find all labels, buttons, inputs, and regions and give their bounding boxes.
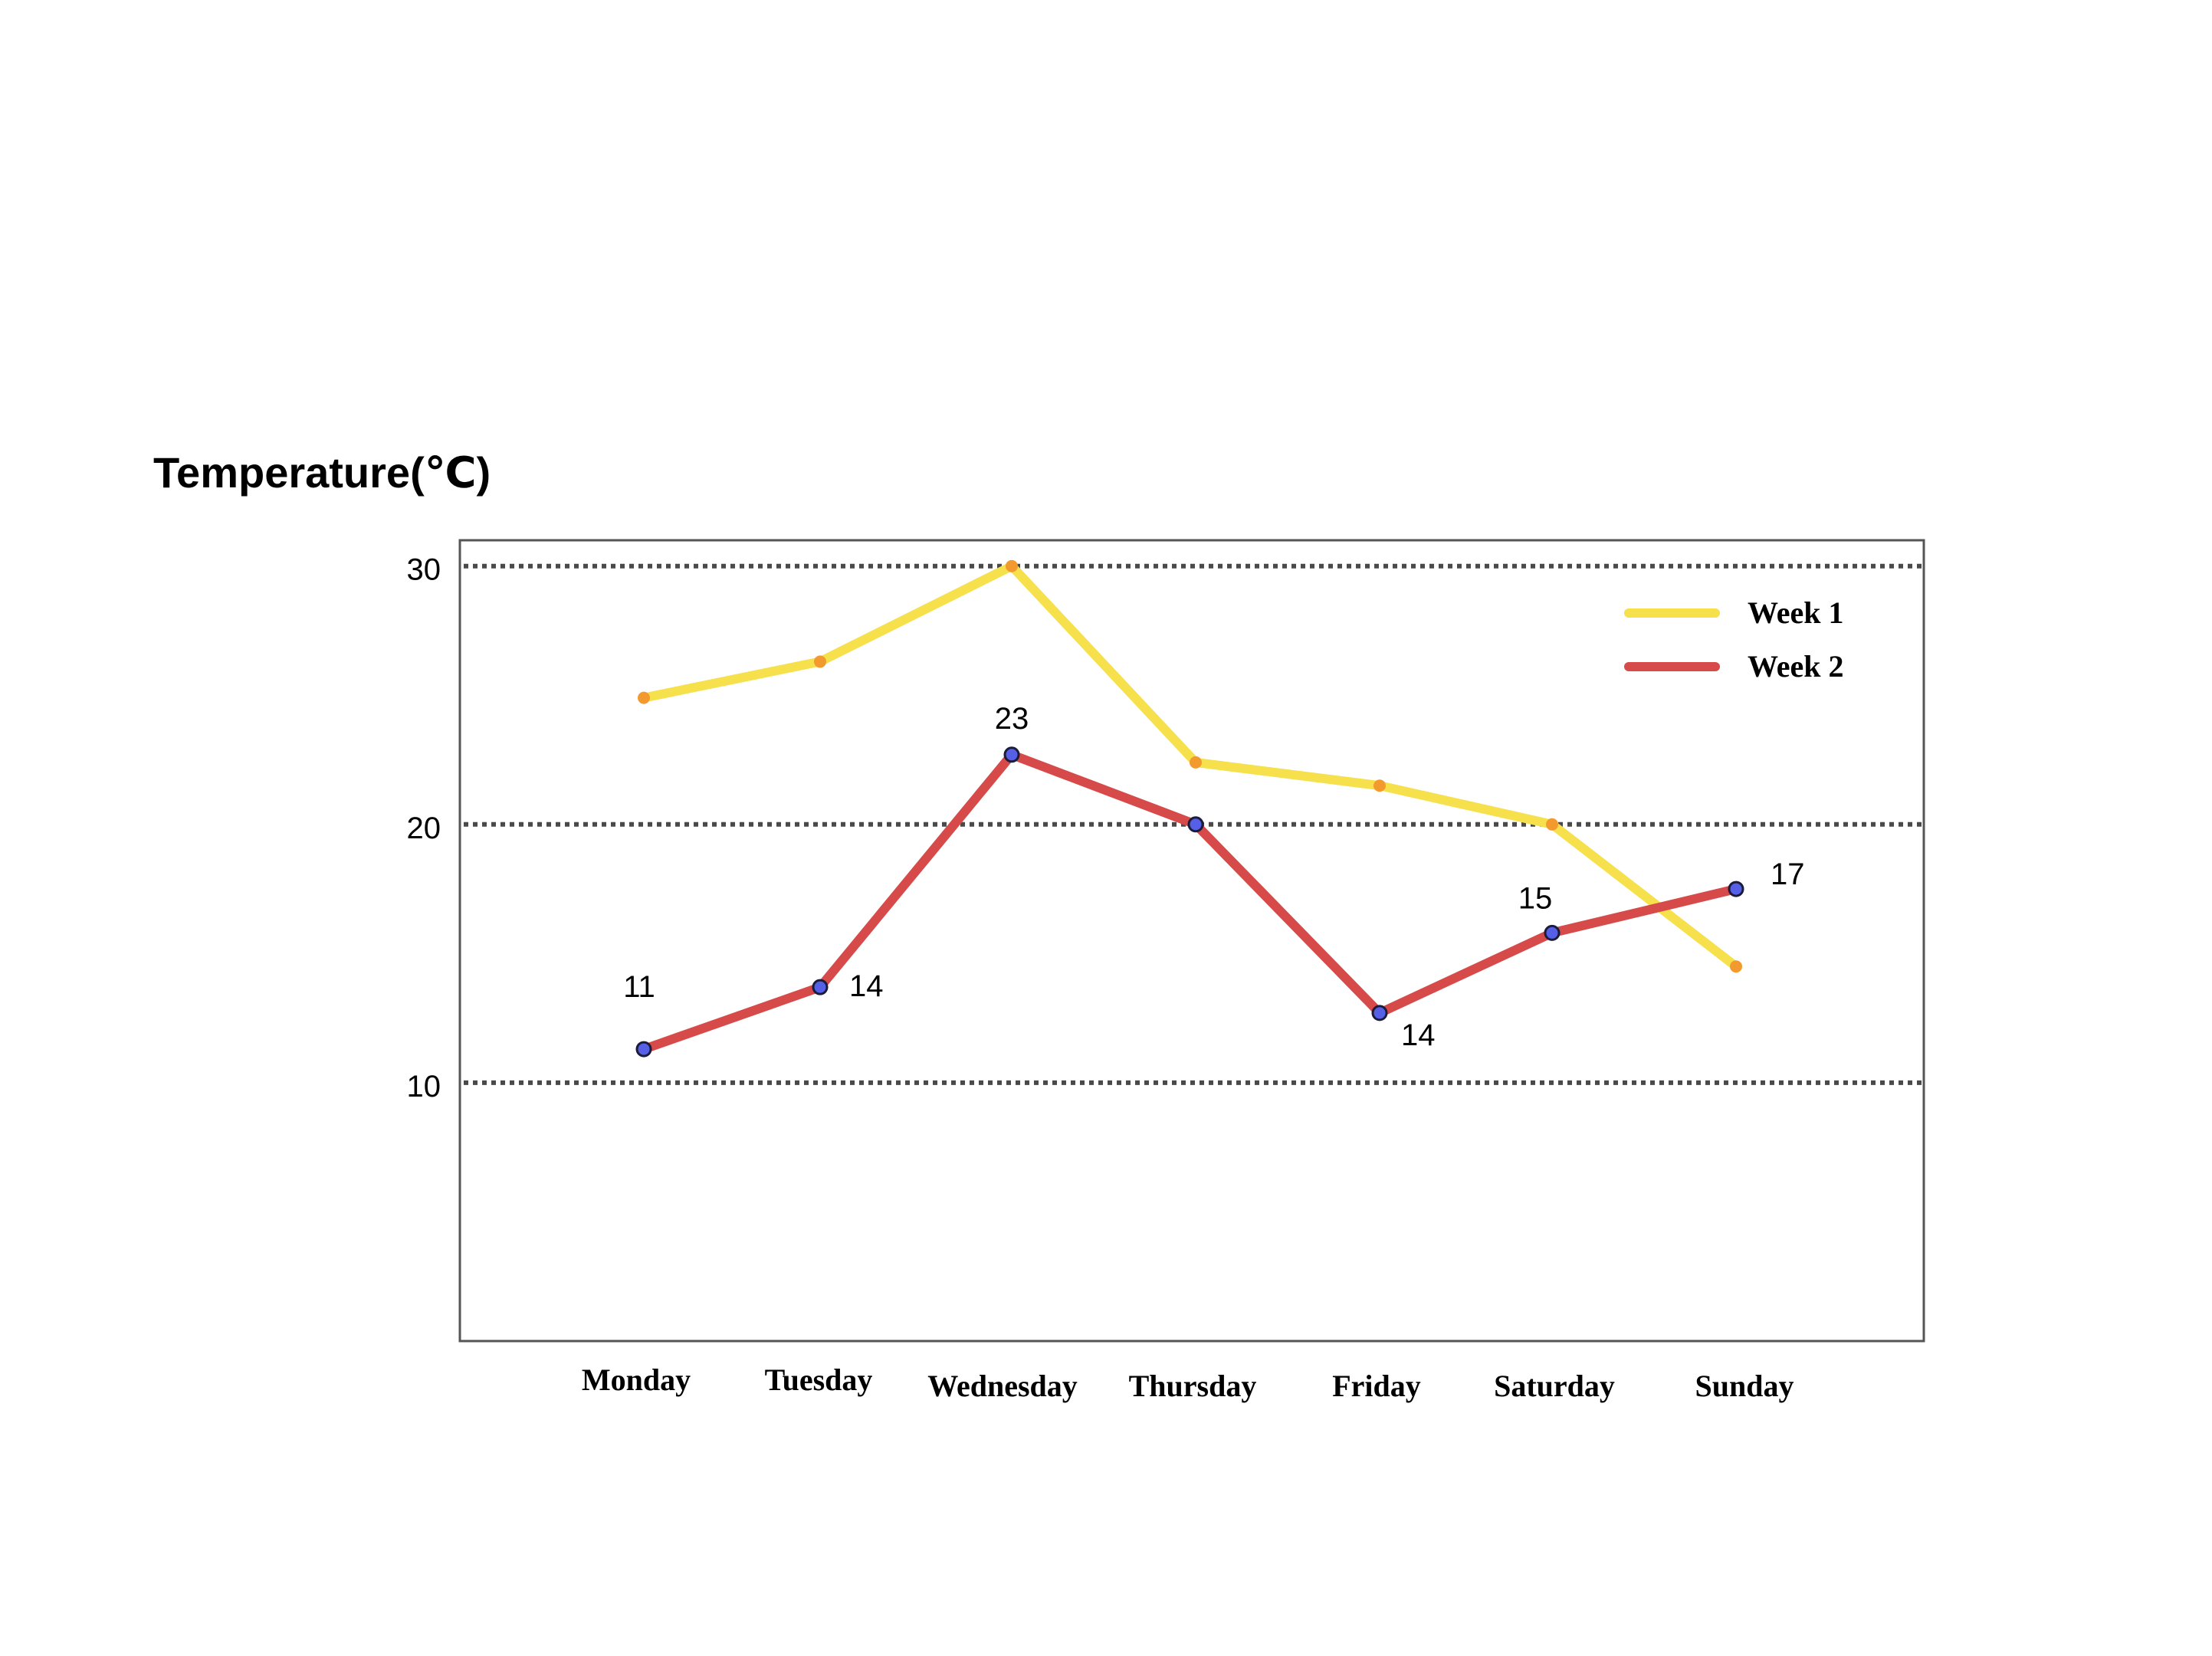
y-axis-ticks: 10 20 30 (407, 553, 441, 1103)
x-tick-label-thursday: Thursday (1129, 1369, 1257, 1403)
series-line-week-1 (639, 561, 1741, 972)
data-label-monday: 11 (623, 970, 655, 1004)
series-line-week-2 (639, 749, 1741, 1054)
data-point-week-1-sunday (1730, 960, 1742, 973)
x-tick-label-monday: Monday (582, 1363, 691, 1397)
legend-label-week-1: Week 1 (1748, 595, 1844, 630)
y-tick-label-20: 20 (407, 812, 441, 845)
x-tick-label-tuesday: Tuesday (765, 1363, 873, 1397)
data-label-sunday: 17 (1771, 858, 1805, 891)
x-tick-label-sunday: Sunday (1695, 1369, 1794, 1403)
data-label-friday: 14 (1401, 1018, 1436, 1052)
data-point-week-1-tuesday (814, 655, 826, 668)
legend: Week 1 Week 2 (1624, 595, 1844, 684)
data-point-week-2-monday (635, 1041, 652, 1058)
x-tick-label-friday: Friday (1332, 1369, 1421, 1403)
y-tick-label-30: 30 (407, 553, 441, 587)
legend-label-week-2: Week 2 (1748, 649, 1844, 684)
data-point-week-1-friday (1373, 779, 1386, 792)
data-label-saturday: 15 (1518, 881, 1553, 915)
data-labels: 11 14 23 14 15 17 (623, 702, 1804, 1052)
chart-title: Temperature(℃) (153, 448, 491, 497)
data-point-week-2-saturday (1544, 924, 1561, 941)
data-point-week-1-saturday (1546, 818, 1558, 831)
x-tick-label-saturday: Saturday (1494, 1369, 1615, 1403)
data-point-week-2-friday (1371, 1005, 1388, 1021)
plot-frame (458, 539, 1925, 1343)
data-label-wednesday: 23 (995, 702, 1029, 736)
data-point-week-2-sunday (1728, 880, 1744, 897)
data-point-week-2-wednesday (1003, 746, 1020, 763)
x-axis-ticks: Monday Tuesday Wednesday Thursday Friday Satu… (582, 1363, 1794, 1403)
data-point-week-2-thursday (1187, 816, 1204, 833)
y-tick-label-10: 10 (407, 1070, 441, 1103)
series-layer (639, 561, 1741, 1054)
x-tick-label-wednesday: Wednesday (927, 1369, 1078, 1403)
data-point-week-2-tuesday (812, 979, 829, 995)
data-point-week-1-thursday (1190, 756, 1202, 769)
data-point-week-1-wednesday (1006, 559, 1018, 572)
marker-layer (635, 559, 1744, 1058)
data-label-tuesday: 14 (849, 969, 884, 1003)
data-point-week-1-monday (638, 691, 650, 704)
